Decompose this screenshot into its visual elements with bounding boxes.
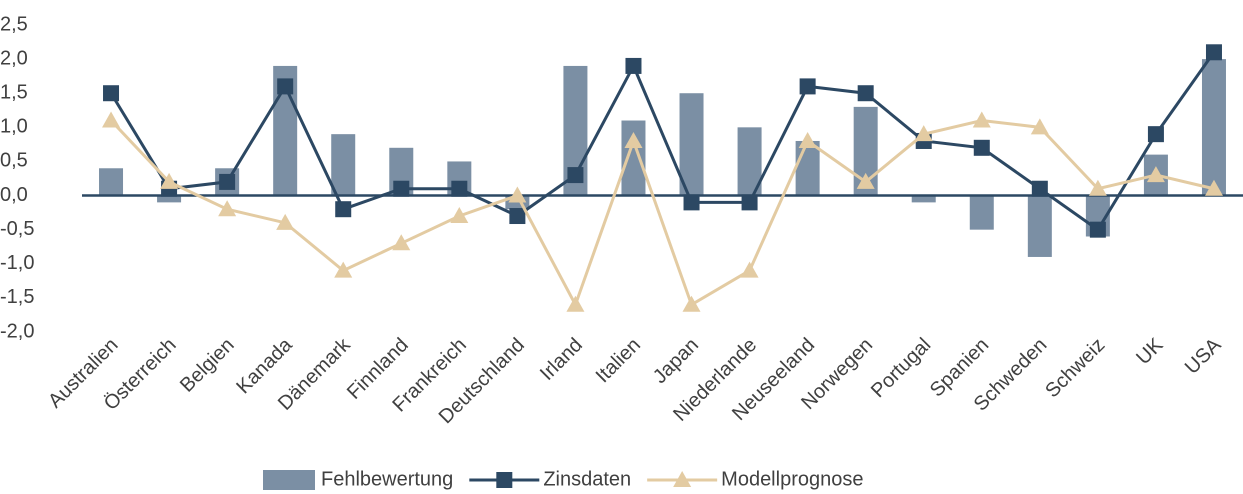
y-tick-label: 1,0 (0, 116, 28, 138)
marker (567, 167, 584, 184)
marker (218, 200, 237, 217)
y-tick-label: 2,0 (0, 47, 28, 69)
bar (1027, 195, 1052, 257)
y-tick-label: 0,0 (0, 184, 28, 206)
x-tick-label: Italien (592, 334, 645, 387)
marker (392, 234, 411, 251)
marker (451, 180, 468, 197)
legend-label: Modellprognose (721, 468, 863, 490)
x-tick-label: Japan (649, 334, 703, 388)
marker (1030, 118, 1049, 135)
marker (799, 78, 816, 95)
line (109, 118, 1215, 309)
bar (157, 195, 182, 203)
marker (334, 261, 353, 278)
line (109, 51, 1216, 232)
x-tick-label: UK (1132, 334, 1168, 370)
marker (450, 207, 469, 224)
marker (509, 208, 526, 225)
bar (99, 168, 124, 196)
y-tick-label: -0,5 (0, 218, 34, 240)
legend-swatch (263, 470, 315, 490)
marker (1146, 166, 1165, 183)
marker (277, 78, 294, 95)
y-tick-label: 0,5 (0, 150, 28, 172)
marker (1031, 180, 1048, 197)
y-tick-label: -2,0 (0, 320, 34, 342)
legend-label: Zinsdaten (543, 468, 631, 490)
marker (160, 172, 179, 189)
marker (276, 213, 295, 230)
marker (393, 180, 410, 197)
marker (624, 131, 643, 148)
marker (625, 57, 642, 74)
x-tick-label: Irland (536, 334, 587, 385)
x-tick-label: USA (1181, 334, 1226, 379)
marker (1147, 126, 1164, 143)
bar (969, 195, 994, 230)
marker (508, 186, 527, 203)
x-tick-label: Schweiz (1041, 334, 1109, 402)
marker (857, 85, 874, 102)
marker (1088, 179, 1107, 196)
marker (798, 131, 817, 148)
marker (335, 201, 352, 218)
marker (566, 295, 585, 312)
legend: Fehlbewertung Zinsdaten Modellprognose (263, 468, 863, 490)
bar (331, 134, 356, 196)
bar (621, 120, 646, 196)
marker (1205, 44, 1222, 61)
marker (973, 139, 990, 156)
marker (740, 261, 759, 278)
y-tick-label: 1,5 (0, 82, 28, 104)
marker (1204, 179, 1223, 196)
bar (679, 93, 704, 196)
marker (972, 111, 991, 128)
marker (102, 111, 121, 128)
marker (683, 194, 700, 211)
legend-label: Fehlbewertung (321, 468, 453, 490)
x-tick-label: Portugal (867, 334, 935, 402)
marker (914, 125, 933, 142)
legend-marker (496, 472, 513, 488)
bar (911, 195, 936, 203)
marker (856, 172, 875, 189)
marker (219, 173, 236, 190)
bar (1201, 59, 1226, 196)
marker (103, 85, 120, 102)
y-tick-label: -1,5 (0, 286, 34, 308)
marker (682, 295, 701, 312)
x-tick-label: Belgien (176, 334, 239, 397)
marker (1089, 221, 1106, 238)
y-tick-label: 2,5 (0, 13, 28, 35)
bar (795, 140, 820, 196)
marker (741, 194, 758, 211)
legend-marker (673, 471, 692, 487)
y-tick-label: -1,0 (0, 252, 34, 274)
